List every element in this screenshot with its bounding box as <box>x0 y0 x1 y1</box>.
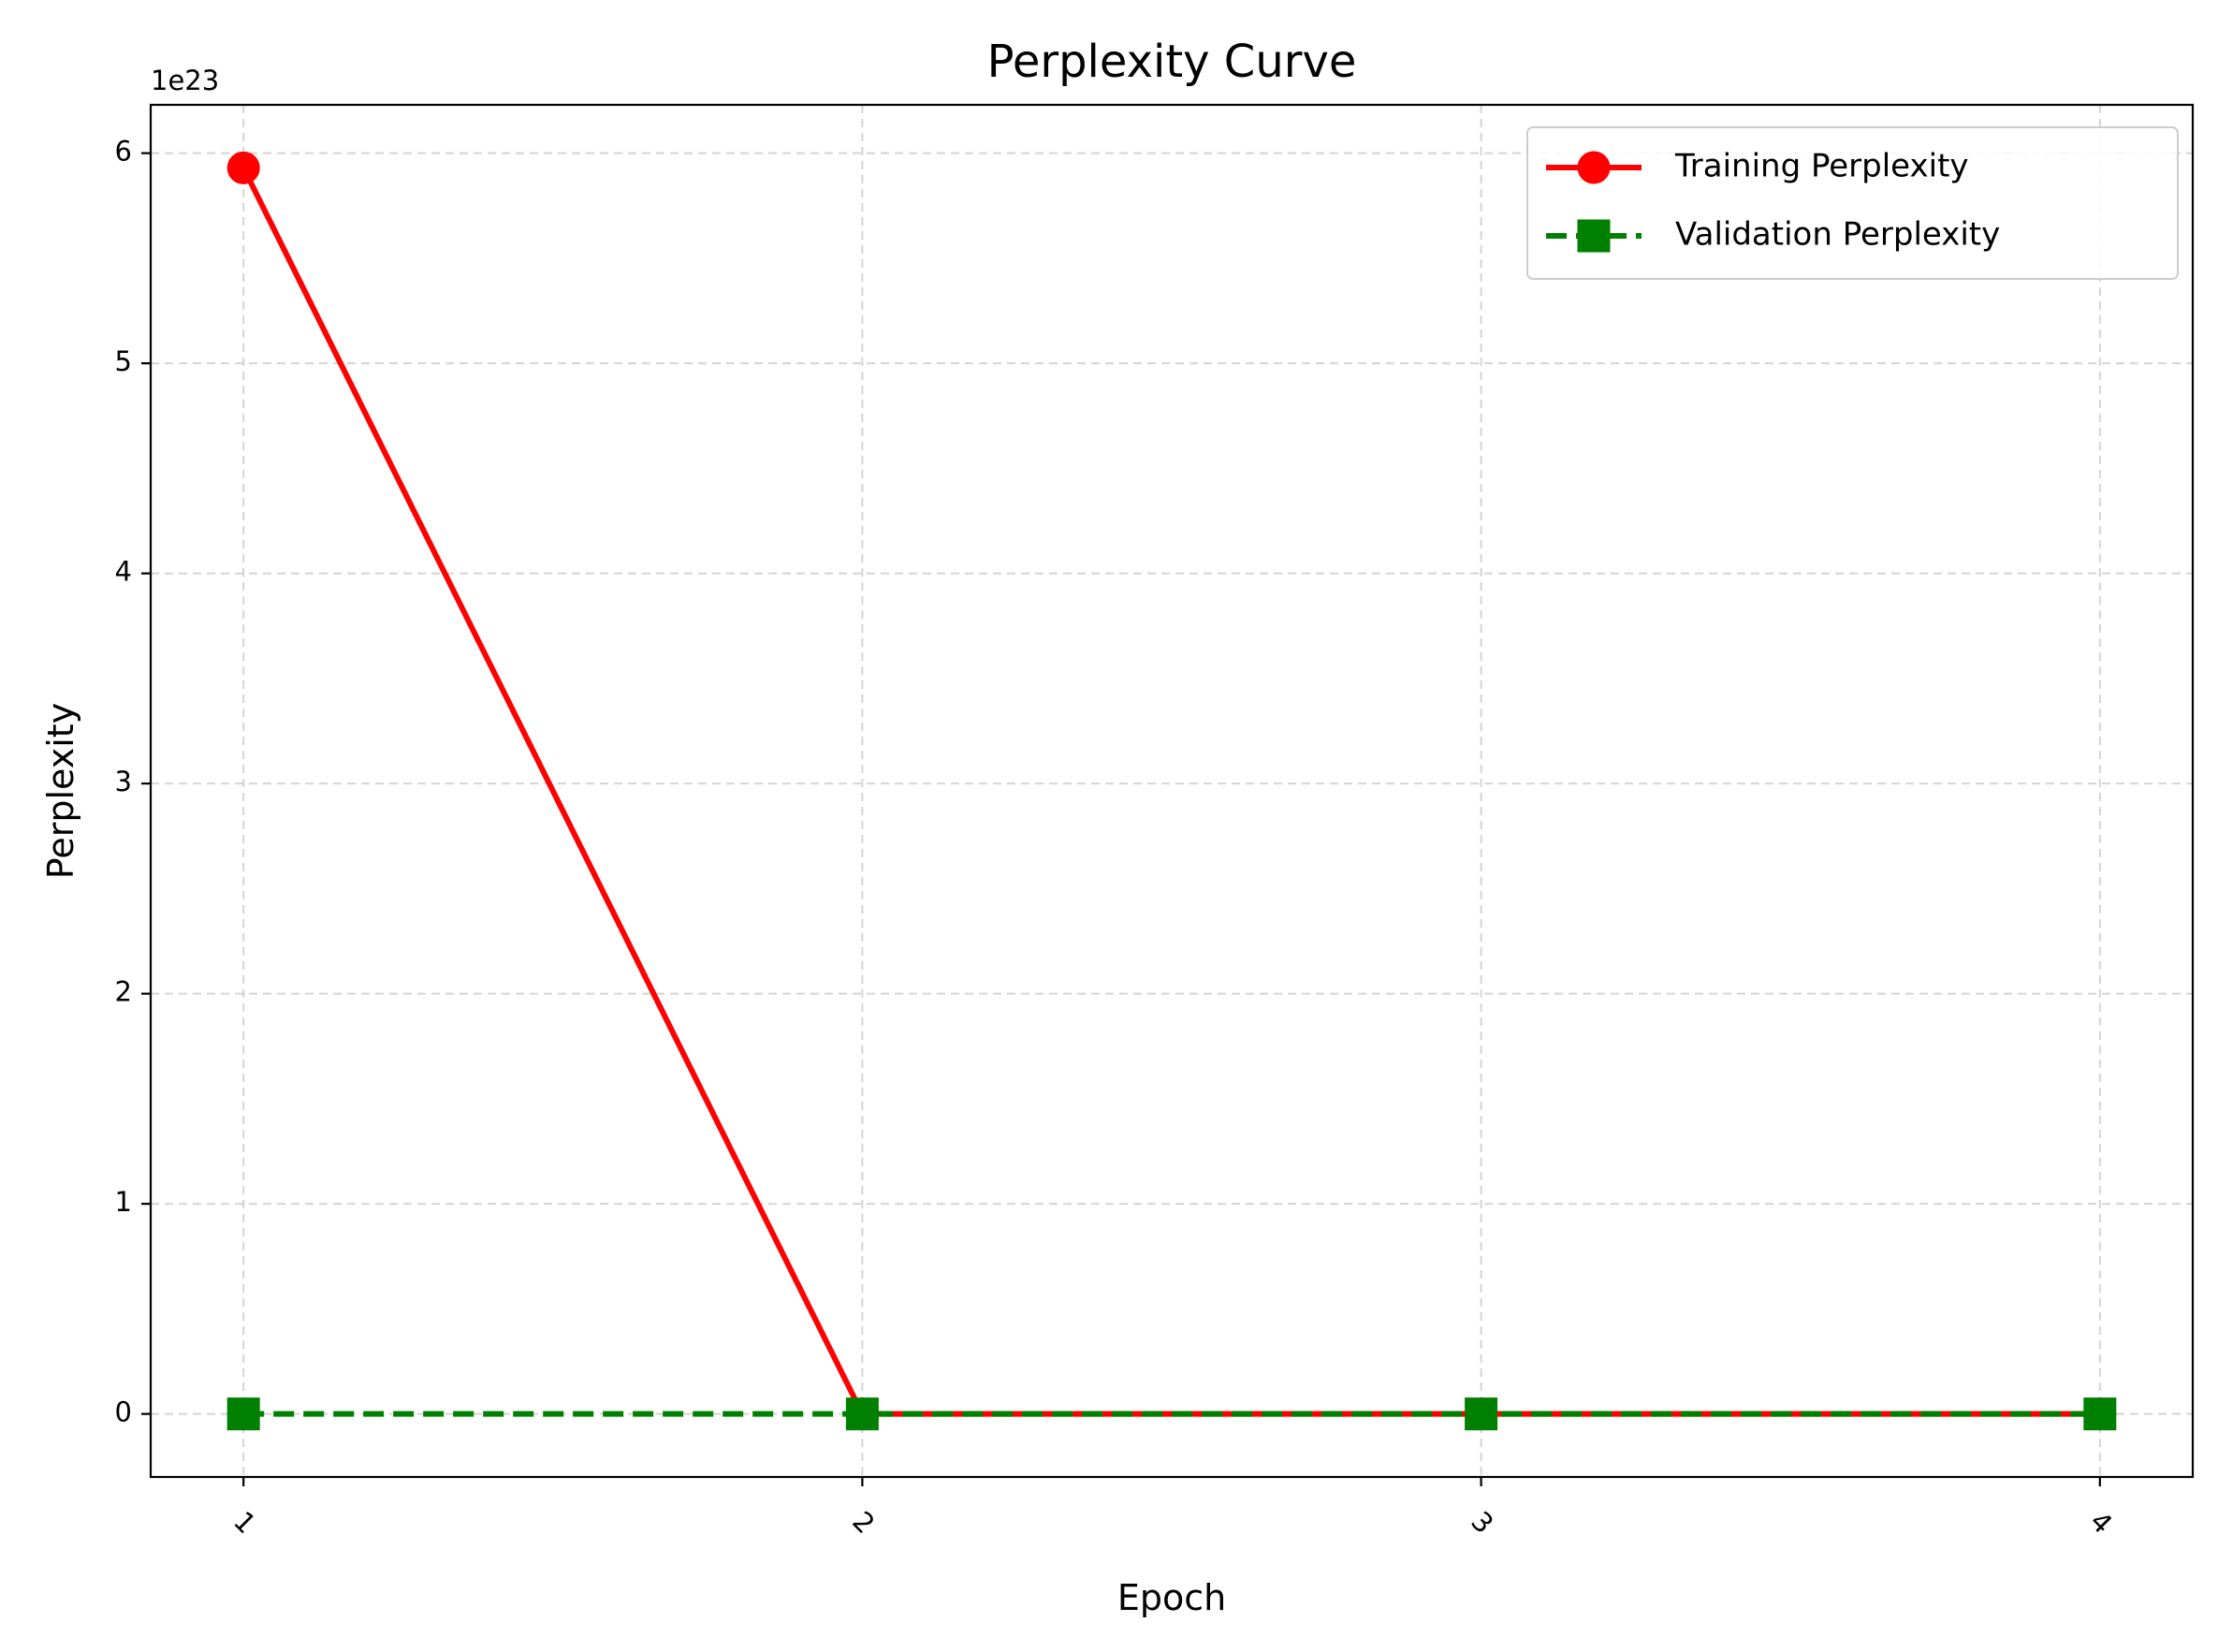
y-tick-label: 6 <box>115 136 132 168</box>
legend-marker-2 <box>1577 219 1611 253</box>
legend-label-2: Validation Perplexity <box>1675 216 2000 254</box>
series-2-point <box>1465 1397 1498 1431</box>
series-1-point <box>226 151 260 184</box>
y-tick-label: 1 <box>115 1186 132 1218</box>
chart-title: Perplexity Curve <box>987 36 1357 88</box>
legend-label-1: Training Perplexity <box>1674 148 1969 185</box>
legend-marker-1 <box>1577 151 1611 184</box>
y-axis-ticks: 0 1 2 3 4 5 6 <box>115 136 151 1428</box>
y-tick-label: 4 <box>115 556 132 588</box>
y-tick-label: 3 <box>115 766 132 797</box>
series-2-point <box>845 1397 879 1431</box>
legend: Training Perplexity Validation Perplexity <box>1526 126 2179 280</box>
y-tick-label: 0 <box>115 1396 132 1428</box>
y-offset-text: 1e23 <box>151 65 219 96</box>
series-lines <box>241 167 2100 1417</box>
series-markers <box>226 151 2117 1431</box>
y-tick-label: 5 <box>115 345 132 377</box>
series-2-point <box>2083 1397 2117 1431</box>
y-axis-label: Perplexity <box>40 703 81 879</box>
series-2-point <box>226 1397 260 1431</box>
y-tick-label: 2 <box>115 976 132 1008</box>
x-axis-label: Epoch <box>1117 1577 1226 1618</box>
legend-box <box>1526 126 2179 280</box>
plot-frame <box>149 103 2195 1479</box>
